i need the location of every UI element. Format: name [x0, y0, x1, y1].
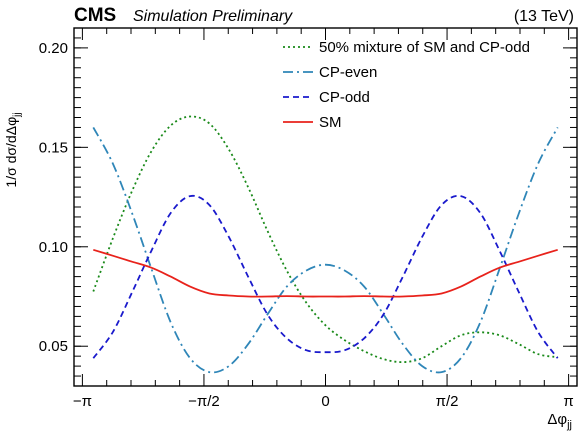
x-axis-title-sub: jj: [566, 419, 572, 431]
y-tick-label: 0.10: [39, 239, 68, 256]
y-axis-title: 1/σ dσ/dΔφjj: [3, 112, 23, 187]
x-axis-title: Δφjj: [547, 411, 572, 431]
x-tick-label: π: [563, 393, 573, 410]
series-line-1: [92, 126, 559, 374]
x-tick-label: π/2: [436, 393, 459, 410]
plot-series: [92, 115, 559, 374]
y-tick-label: 0.15: [39, 139, 68, 156]
energy-label: (13 TeV): [514, 8, 574, 25]
x-tick-label: 0: [321, 393, 329, 410]
legend: 50% mixture of SM and CP-odd CP-even CP-od…: [283, 39, 530, 131]
x-tick-label: −π: [73, 393, 92, 410]
x-axis-title-main: Δφ: [547, 411, 567, 428]
y-tick-label: 0.05: [39, 338, 68, 355]
plot-frame: [73, 27, 578, 387]
legend-label-3: SM: [319, 114, 342, 131]
y-axis-title-sub: jj: [12, 112, 23, 117]
status-label: Simulation Preliminary: [133, 8, 293, 25]
y-axis-title-main: 1/σ dσ/dΔφ: [3, 117, 19, 188]
series-line-0: [92, 115, 558, 364]
experiment-label: CMS: [74, 5, 116, 26]
legend-label-2: CP-odd: [319, 89, 370, 106]
series-line-3: [93, 248, 558, 298]
legend-label-1: CP-even: [319, 64, 377, 81]
series-line-2: [92, 194, 559, 359]
y-tick-label: 0.20: [39, 40, 68, 57]
x-tick-label: −π/2: [188, 393, 220, 410]
legend-label-0: 50% mixture of SM and CP-odd: [319, 39, 530, 56]
axes: −π −π/2 0 π/2 π 0.05 0.10 0.15 0.20: [39, 28, 577, 410]
